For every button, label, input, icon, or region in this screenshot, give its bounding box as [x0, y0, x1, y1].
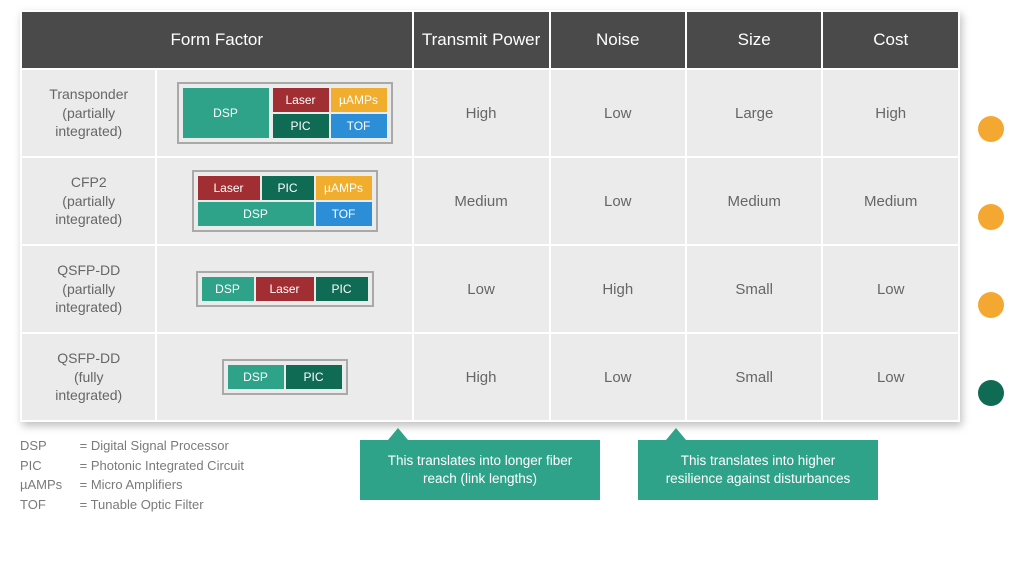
value-cell: Low: [823, 246, 958, 332]
value-cell: Small: [687, 246, 822, 332]
callout: This translates into longer fiber reach …: [360, 440, 600, 500]
header-row: Form Factor Transmit Power Noise Size Co…: [22, 12, 958, 68]
header-form-factor: Form Factor: [22, 12, 412, 68]
component-block: Laser: [198, 176, 260, 200]
value-cell: High: [823, 70, 958, 156]
table-row: QSFP-DD(partiallyintegrated)DSPLaserPICL…: [22, 246, 958, 332]
component-block: TOF: [331, 114, 387, 138]
value-cell: Low: [551, 70, 685, 156]
component-block: PIC: [273, 114, 329, 138]
row-label: QSFP-DD(fullyintegrated): [22, 334, 155, 420]
component-block: PIC: [316, 277, 368, 301]
component-block: PIC: [286, 365, 342, 389]
component-block: DSP: [183, 88, 269, 138]
comparison-figure: Form Factor Transmit Power Noise Size Co…: [20, 10, 1004, 514]
callout: This translates into higher resilience a…: [638, 440, 878, 500]
row-label: CFP2(partiallyintegrated): [22, 158, 155, 244]
value-cell: Medium: [823, 158, 958, 244]
header-transmit-power: Transmit Power: [414, 12, 549, 68]
status-dot: [978, 380, 1004, 406]
component-diagram: DSPLaserµAMPsPICTOF: [157, 70, 411, 156]
component-block: PIC: [262, 176, 314, 200]
component-block: TOF: [316, 202, 372, 226]
table-row: QSFP-DD(fullyintegrated)DSPPICHighLowSma…: [22, 334, 958, 420]
component-block: DSP: [202, 277, 254, 301]
component-block: DSP: [198, 202, 314, 226]
value-cell: Medium: [414, 158, 549, 244]
component-diagram: LaserPICµAMPsDSPTOF: [157, 158, 411, 244]
component-block: µAMPs: [331, 88, 387, 112]
table-container: Form Factor Transmit Power Noise Size Co…: [20, 10, 960, 422]
value-cell: Small: [687, 334, 822, 420]
component-diagram: DSPPIC: [157, 334, 411, 420]
value-cell: Low: [551, 158, 685, 244]
row-label: Transponder(partiallyintegrated): [22, 70, 155, 156]
value-cell: Large: [687, 70, 822, 156]
component-block: DSP: [228, 365, 284, 389]
component-block: Laser: [256, 277, 314, 301]
component-block: µAMPs: [316, 176, 372, 200]
component-block: Laser: [273, 88, 329, 112]
table-row: Transponder(partiallyintegrated)DSPLaser…: [22, 70, 958, 156]
component-diagram: DSPLaserPIC: [157, 246, 411, 332]
status-dot: [978, 204, 1004, 230]
value-cell: Low: [823, 334, 958, 420]
status-dot: [978, 292, 1004, 318]
value-cell: Low: [414, 246, 549, 332]
value-cell: Low: [551, 334, 685, 420]
legend-term: TOF: [20, 495, 76, 515]
row-label: QSFP-DD(partiallyintegrated): [22, 246, 155, 332]
value-cell: High: [414, 334, 549, 420]
legend-term: DSP: [20, 436, 76, 456]
value-cell: High: [414, 70, 549, 156]
header-size: Size: [687, 12, 822, 68]
table-row: CFP2(partiallyintegrated)LaserPICµAMPsDS…: [22, 158, 958, 244]
header-noise: Noise: [551, 12, 685, 68]
status-dot: [978, 116, 1004, 142]
legend-term: PIC: [20, 456, 76, 476]
value-cell: Medium: [687, 158, 822, 244]
legend-term: µAMPs: [20, 475, 76, 495]
value-cell: High: [551, 246, 685, 332]
comparison-table: Form Factor Transmit Power Noise Size Co…: [20, 10, 960, 422]
header-cost: Cost: [823, 12, 958, 68]
